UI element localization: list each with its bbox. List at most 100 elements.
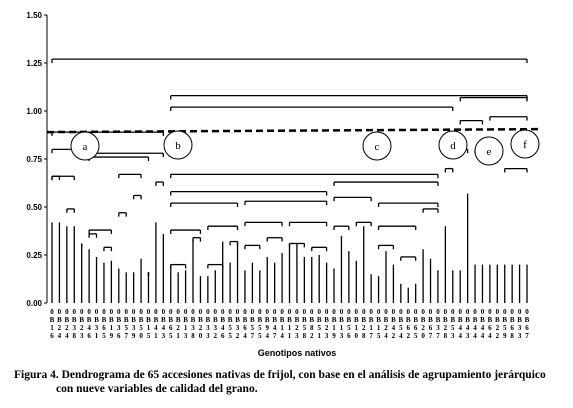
leaf-label-char: B — [265, 316, 270, 324]
leaf-label-char: 3 — [191, 324, 195, 332]
leaf-label-char: B — [116, 316, 121, 324]
leaf-label-char: 3 — [73, 324, 77, 332]
leaf-label-char: B — [87, 316, 92, 324]
leaf-label-char: 6 — [169, 324, 173, 332]
leaf-label-char: B — [361, 316, 366, 324]
leaf-label-char: B — [421, 316, 426, 324]
leaf-label-char: 2 — [295, 324, 299, 332]
leaf-label-char: 0 — [191, 308, 195, 316]
leaf-label-char: 0 — [481, 308, 485, 316]
leaf-label-char: 5 — [414, 332, 418, 340]
leaf-label-char: 8 — [73, 332, 77, 340]
leaf-label-char: 1 — [280, 324, 284, 332]
y-tick-label: 1.25 — [26, 59, 42, 68]
leaf-label-char: 8 — [444, 332, 448, 340]
leaf-label-char: 0 — [206, 308, 210, 316]
leaf-label-char: B — [50, 316, 55, 324]
leaf-label-char: 0 — [258, 308, 262, 316]
leaf-label-char: 2 — [496, 332, 500, 340]
leaf-label-char: 8 — [191, 332, 195, 340]
leaf-label-char: 0 — [154, 308, 158, 316]
leaf-label-char: 6 — [429, 324, 433, 332]
leaf-label-char: 0 — [236, 308, 240, 316]
leaf-label-char: B — [272, 316, 277, 324]
leaf-label-char: 3 — [340, 332, 344, 340]
leaf-label-char: 2 — [80, 324, 84, 332]
leaf-label-char: 2 — [65, 324, 69, 332]
x-axis-label: Genotipos nativos — [258, 348, 337, 358]
cluster-label-b: b — [175, 140, 181, 152]
leaf-label-char: B — [428, 316, 433, 324]
leaf-label-char: 7 — [429, 332, 433, 340]
leaf-label-char: 2 — [384, 324, 388, 332]
leaf-label-char: 0 — [147, 308, 151, 316]
leaf-label-char: 0 — [87, 308, 91, 316]
leaf-label-char: 0 — [429, 308, 433, 316]
cluster-label-d: d — [450, 140, 456, 152]
leaf-label-char: 0 — [444, 308, 448, 316]
leaf-label-char: 2 — [199, 324, 203, 332]
leaf-label-char: 3 — [80, 332, 84, 340]
caption-line-2: con nueve variables de calidad del grano… — [56, 383, 258, 395]
leaf-label-char: 0 — [214, 308, 218, 316]
leaf-label-char: 4 — [273, 324, 277, 332]
leaf-label-char: 0 — [280, 308, 284, 316]
leaf-label-char: 2 — [58, 324, 62, 332]
leaf-label-char: B — [406, 316, 411, 324]
leaf-label-char: 0 — [273, 308, 277, 316]
leaf-label-char: 7 — [369, 332, 373, 340]
leaf-label-char: 4 — [473, 332, 477, 340]
leaf-label-char: 4 — [392, 324, 396, 332]
leaf-label-char: 4 — [280, 332, 284, 340]
figure-caption: Figura 4. Dendrograma de 65 accesiones n… — [14, 368, 570, 396]
leaf-label-char: 3 — [518, 324, 522, 332]
leaf-label-char: B — [131, 316, 136, 324]
leaf-label-char: 6 — [87, 332, 91, 340]
leaf-label-char: 3 — [132, 324, 136, 332]
leaf-label-char: 0 — [473, 308, 477, 316]
leaf-label-char: 0 — [139, 332, 143, 340]
leaf-label-char: 0 — [414, 308, 418, 316]
leaf-label-char: B — [139, 316, 144, 324]
leaf-label-char: 0 — [488, 308, 492, 316]
leaf-label-char: 0 — [251, 308, 255, 316]
leaf-label-char: 9 — [132, 332, 136, 340]
leaf-label-char: B — [183, 316, 188, 324]
leaf-label-char: 0 — [451, 308, 455, 316]
leaf-label-char: B — [465, 316, 470, 324]
leaf-label-char: 6 — [117, 332, 121, 340]
cluster-circle-c — [362, 131, 392, 161]
leaf-label-char: B — [220, 316, 225, 324]
leaf-label-char: 0 — [139, 308, 143, 316]
leaf-label-char: 0 — [80, 308, 84, 316]
leaf-label-char: B — [257, 316, 262, 324]
leaf-label-char: B — [213, 316, 218, 324]
leaf-label-char: 1 — [317, 332, 321, 340]
leaf-label-char: 5 — [258, 324, 262, 332]
y-tick-label: 0.25 — [26, 251, 42, 260]
leaf-label-char: 5 — [102, 332, 106, 340]
leaf-label-char: 3 — [184, 332, 188, 340]
leaf-label-char: 6 — [50, 332, 54, 340]
leaf-label-char: B — [517, 316, 522, 324]
leaf-label-char: 2 — [407, 332, 411, 340]
leaf-label-char: B — [458, 316, 463, 324]
leaf-label-char: 4 — [65, 332, 69, 340]
leaf-label-char: B — [287, 316, 292, 324]
leaf-label-char: 8 — [362, 332, 366, 340]
leaf-label-char: 5 — [399, 324, 403, 332]
leaf-label-char: 5 — [251, 324, 255, 332]
leaf-label-char: 2 — [310, 332, 314, 340]
leaf-label-char: B — [295, 316, 300, 324]
leaf-label-char: 0 — [458, 308, 462, 316]
leaf-label-char: 4 — [58, 332, 62, 340]
leaf-label-char: 8 — [303, 332, 307, 340]
leaf-label-char: 4 — [481, 324, 485, 332]
leaf-label-char: B — [72, 316, 77, 324]
leaf-label-char: 4 — [87, 324, 91, 332]
leaf-label-char: B — [324, 316, 329, 324]
leaf-label-char: B — [154, 316, 159, 324]
cluster-circle-b — [163, 130, 193, 160]
leaf-label-char: 1 — [184, 324, 188, 332]
leaf-label-char: 0 — [132, 308, 136, 316]
